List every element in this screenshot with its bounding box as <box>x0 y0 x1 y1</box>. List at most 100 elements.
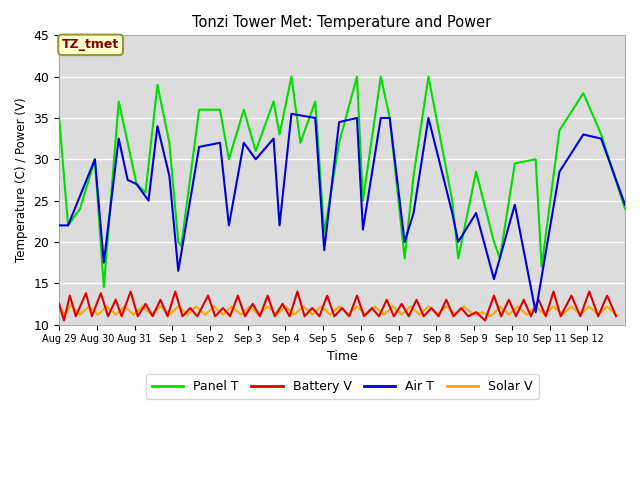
Panel T <box>195 107 203 113</box>
Battery V <box>612 313 620 319</box>
Panel T <box>335 140 343 145</box>
Air T <box>401 239 408 245</box>
Panel T <box>55 115 63 121</box>
Panel T <box>579 90 587 96</box>
Panel T <box>76 206 84 212</box>
Y-axis label: Temperature (C) / Power (V): Temperature (C) / Power (V) <box>15 97 28 262</box>
Panel T <box>124 140 131 145</box>
Air T <box>175 268 182 274</box>
Panel T <box>556 128 563 133</box>
Air T <box>597 136 605 142</box>
Panel T <box>296 140 304 145</box>
Panel T <box>621 206 629 212</box>
Panel T <box>538 264 545 270</box>
Solar V <box>487 313 495 319</box>
Battery V <box>375 313 383 319</box>
Panel T <box>141 190 149 195</box>
Panel T <box>252 148 260 154</box>
Air T <box>454 239 462 245</box>
Panel T <box>154 82 161 88</box>
Line: Panel T: Panel T <box>59 77 625 288</box>
Air T <box>621 202 629 208</box>
Panel T <box>177 243 185 249</box>
Panel T <box>424 74 432 80</box>
Panel T <box>472 169 480 175</box>
Air T <box>145 198 152 204</box>
Solar V <box>55 303 63 309</box>
Air T <box>312 115 319 121</box>
Air T <box>124 177 131 183</box>
Battery V <box>568 293 575 299</box>
Panel T <box>511 160 518 166</box>
Air T <box>287 111 295 117</box>
Solar V <box>335 303 343 309</box>
Panel T <box>175 239 182 245</box>
Line: Air T: Air T <box>59 114 625 312</box>
Air T <box>556 169 563 175</box>
Line: Solar V: Solar V <box>59 306 616 316</box>
Panel T <box>496 255 504 261</box>
Battery V <box>60 318 68 324</box>
Air T <box>252 156 260 162</box>
Panel T <box>454 255 462 261</box>
Air T <box>269 136 277 142</box>
Panel T <box>91 156 99 162</box>
Legend: Panel T, Battery V, Air T, Solar V: Panel T, Battery V, Air T, Solar V <box>146 374 538 399</box>
Solar V <box>67 303 75 309</box>
Air T <box>195 144 203 150</box>
Air T <box>166 173 173 179</box>
Air T <box>424 115 432 121</box>
Air T <box>449 210 456 216</box>
Panel T <box>401 255 408 261</box>
Solar V <box>371 303 379 309</box>
Air T <box>335 119 343 125</box>
Panel T <box>100 285 108 290</box>
Air T <box>55 223 63 228</box>
Panel T <box>276 132 284 137</box>
Panel T <box>132 181 140 187</box>
Air T <box>321 247 328 253</box>
Air T <box>225 223 233 228</box>
Air T <box>377 115 385 121</box>
Battery V <box>55 301 63 307</box>
Solar V <box>130 312 138 318</box>
Panel T <box>321 231 328 237</box>
Battery V <box>186 305 194 311</box>
Air T <box>359 227 367 232</box>
Air T <box>132 181 140 187</box>
Panel T <box>490 239 498 245</box>
Air T <box>154 123 161 129</box>
Title: Tonzi Tower Met: Temperature and Power: Tonzi Tower Met: Temperature and Power <box>193 15 492 30</box>
Battery V <box>179 313 186 319</box>
Air T <box>100 260 108 265</box>
Panel T <box>597 132 605 137</box>
Battery V <box>368 305 376 311</box>
Air T <box>115 136 122 142</box>
Air T <box>386 115 394 121</box>
Solar V <box>424 303 432 309</box>
Air T <box>579 132 587 137</box>
Panel T <box>269 98 277 104</box>
Panel T <box>377 74 385 80</box>
Solar V <box>415 312 423 318</box>
Panel T <box>64 223 72 228</box>
Text: TZ_tmet: TZ_tmet <box>62 38 119 51</box>
Panel T <box>359 198 367 204</box>
Air T <box>511 202 518 208</box>
Air T <box>216 140 224 145</box>
Panel T <box>287 74 295 80</box>
Panel T <box>312 98 319 104</box>
Panel T <box>353 74 361 80</box>
Battery V <box>127 288 134 294</box>
Battery V <box>249 301 257 307</box>
Solar V <box>291 312 298 318</box>
Panel T <box>225 156 233 162</box>
Air T <box>64 223 72 228</box>
Air T <box>276 223 284 228</box>
X-axis label: Time: Time <box>326 350 358 363</box>
Air T <box>472 210 480 216</box>
Solar V <box>612 312 620 318</box>
Panel T <box>216 107 224 113</box>
Panel T <box>166 140 173 145</box>
Panel T <box>449 198 456 204</box>
